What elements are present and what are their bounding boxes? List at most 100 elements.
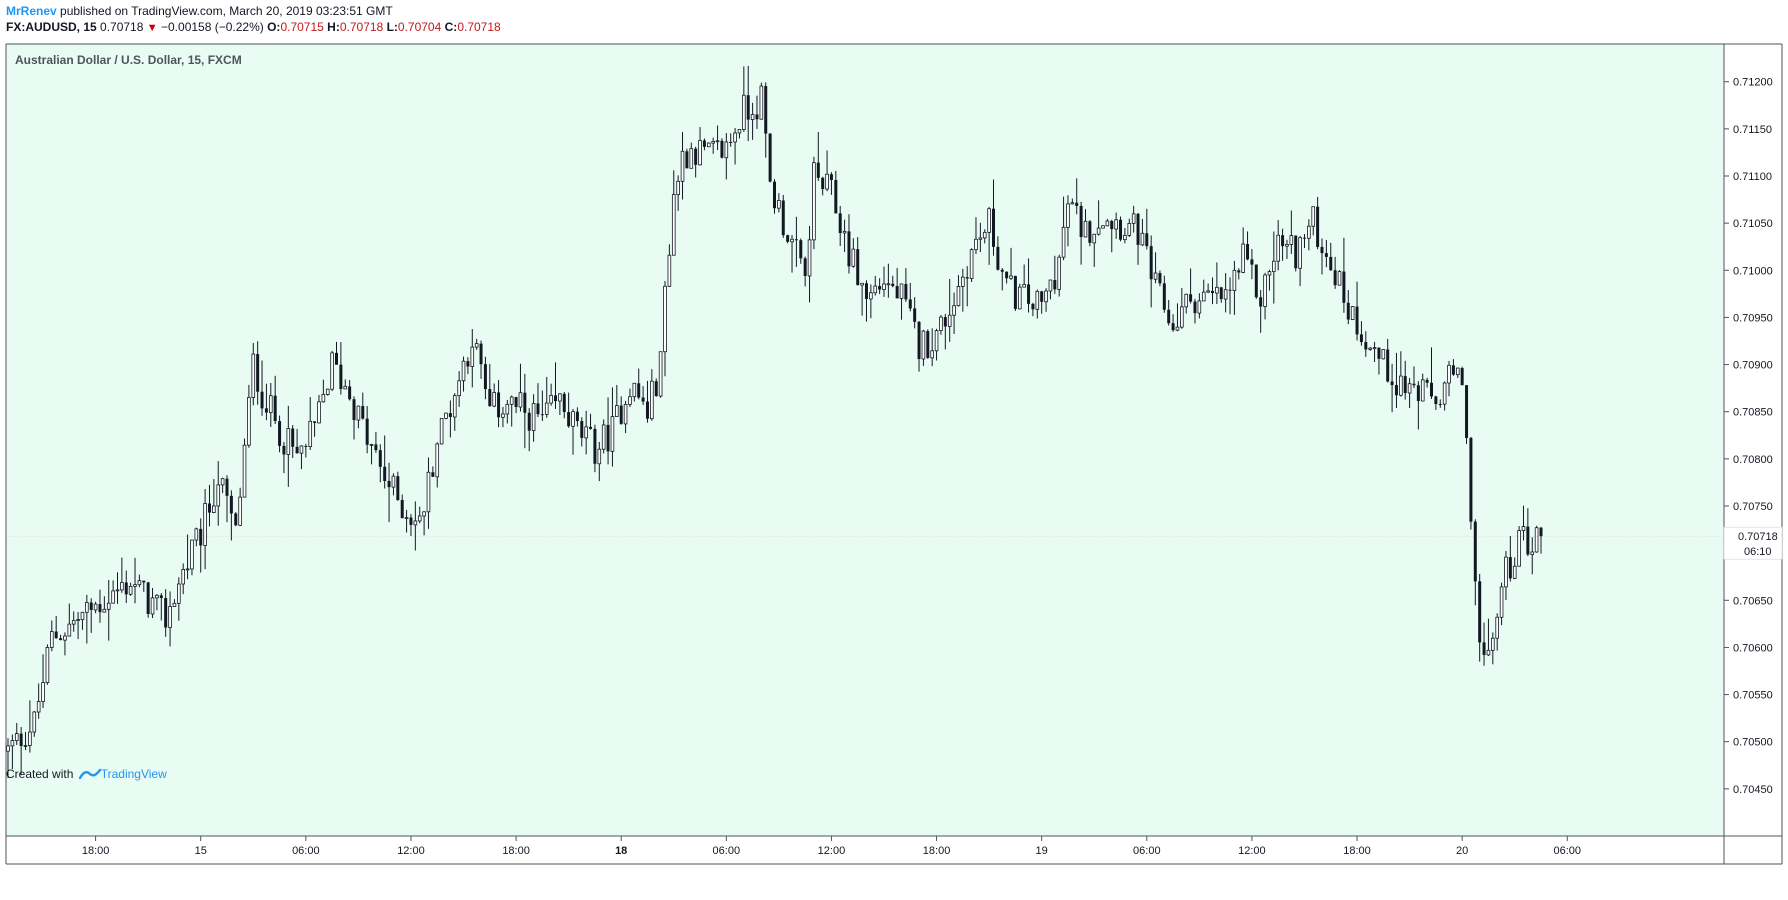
price-tick-label: 0.70900 bbox=[1733, 360, 1773, 372]
tradingview-link[interactable]: TradingView bbox=[100, 767, 167, 781]
candle bbox=[518, 363, 523, 412]
candle bbox=[825, 150, 829, 192]
candle bbox=[313, 421, 317, 437]
candle bbox=[996, 236, 1000, 271]
candle bbox=[1053, 255, 1057, 294]
candle bbox=[115, 572, 120, 604]
candle bbox=[1246, 231, 1250, 261]
candle bbox=[1451, 359, 1455, 376]
candle bbox=[1171, 314, 1175, 332]
candle bbox=[1131, 205, 1136, 233]
candle bbox=[886, 263, 891, 298]
published-text: published on TradingView.com, March 20, … bbox=[60, 4, 393, 18]
price-tick-label: 0.70800 bbox=[1733, 454, 1773, 466]
candle bbox=[851, 238, 856, 268]
candle bbox=[1206, 283, 1210, 294]
candle bbox=[1219, 286, 1223, 303]
price-axis[interactable] bbox=[1724, 44, 1782, 836]
candle bbox=[470, 329, 475, 388]
candle bbox=[98, 589, 102, 623]
candle bbox=[781, 194, 785, 238]
candle bbox=[317, 395, 321, 424]
time-scale-ticks: 18:00 15 06:00 12:00 18:00 18 06:00 12:00 18:00 1… bbox=[82, 836, 1581, 857]
candle bbox=[882, 266, 886, 297]
candle bbox=[1027, 258, 1031, 313]
candle bbox=[185, 534, 190, 580]
candle bbox=[1057, 254, 1062, 297]
candle bbox=[1259, 289, 1263, 333]
candle bbox=[378, 444, 382, 483]
candle bbox=[404, 509, 409, 533]
candle bbox=[194, 527, 199, 547]
candle bbox=[1048, 279, 1053, 300]
candle bbox=[369, 443, 374, 465]
time-tick-label: 06:00 bbox=[713, 845, 741, 857]
candle bbox=[106, 579, 111, 641]
candle bbox=[111, 580, 115, 604]
time-tick-label: 18:00 bbox=[82, 845, 110, 857]
candle bbox=[1232, 260, 1237, 315]
candle bbox=[1534, 525, 1539, 553]
candle bbox=[1495, 613, 1500, 651]
candle bbox=[1403, 360, 1407, 400]
candle bbox=[1438, 399, 1442, 408]
candle bbox=[549, 383, 553, 406]
candle bbox=[947, 279, 952, 342]
candle bbox=[698, 127, 702, 166]
candle bbox=[409, 514, 413, 537]
candle bbox=[952, 292, 956, 334]
price-tick-label: 0.70950 bbox=[1733, 312, 1773, 324]
candle bbox=[680, 132, 685, 200]
candle bbox=[764, 82, 768, 158]
candle bbox=[838, 206, 842, 247]
candle bbox=[45, 644, 50, 685]
candle bbox=[645, 380, 649, 423]
candle bbox=[325, 388, 330, 396]
low-label: L: bbox=[386, 20, 398, 34]
candle bbox=[137, 574, 142, 588]
candle bbox=[229, 490, 233, 541]
time-axis[interactable] bbox=[6, 836, 1782, 864]
candle bbox=[225, 475, 229, 523]
candle bbox=[654, 378, 658, 397]
candle bbox=[1228, 277, 1232, 315]
price-tick-label: 0.70500 bbox=[1733, 737, 1773, 749]
candle bbox=[330, 350, 334, 392]
candle bbox=[1127, 218, 1132, 237]
candle bbox=[531, 394, 536, 442]
candle bbox=[76, 611, 80, 640]
candle bbox=[89, 598, 93, 633]
candle bbox=[1337, 270, 1342, 286]
candle bbox=[1110, 219, 1114, 253]
candle bbox=[610, 387, 615, 467]
candle bbox=[1031, 302, 1035, 317]
candle bbox=[1079, 201, 1083, 265]
candle bbox=[540, 390, 544, 422]
price-tick-label: 0.71100 bbox=[1733, 171, 1772, 183]
candle bbox=[124, 570, 128, 604]
candle bbox=[1101, 225, 1105, 229]
candle bbox=[1175, 303, 1180, 332]
candle bbox=[1486, 618, 1491, 656]
candle bbox=[737, 129, 742, 139]
candle bbox=[268, 382, 273, 427]
candle bbox=[663, 281, 667, 377]
candle bbox=[216, 461, 221, 526]
candle bbox=[711, 137, 715, 154]
price-tick-label: 0.71150 bbox=[1733, 124, 1772, 136]
candle bbox=[1184, 293, 1189, 314]
candle bbox=[474, 338, 479, 350]
created-with-text: Created with bbox=[6, 767, 74, 781]
candle bbox=[1061, 196, 1066, 261]
author-link[interactable]: MrRenev bbox=[6, 4, 57, 18]
candle bbox=[1263, 272, 1267, 320]
candle bbox=[917, 320, 921, 372]
candle bbox=[1040, 290, 1044, 314]
candle bbox=[575, 407, 579, 427]
candle bbox=[786, 234, 790, 244]
candle bbox=[1092, 233, 1097, 267]
candle bbox=[19, 727, 23, 776]
candle bbox=[1355, 281, 1359, 341]
candle bbox=[1022, 264, 1026, 288]
